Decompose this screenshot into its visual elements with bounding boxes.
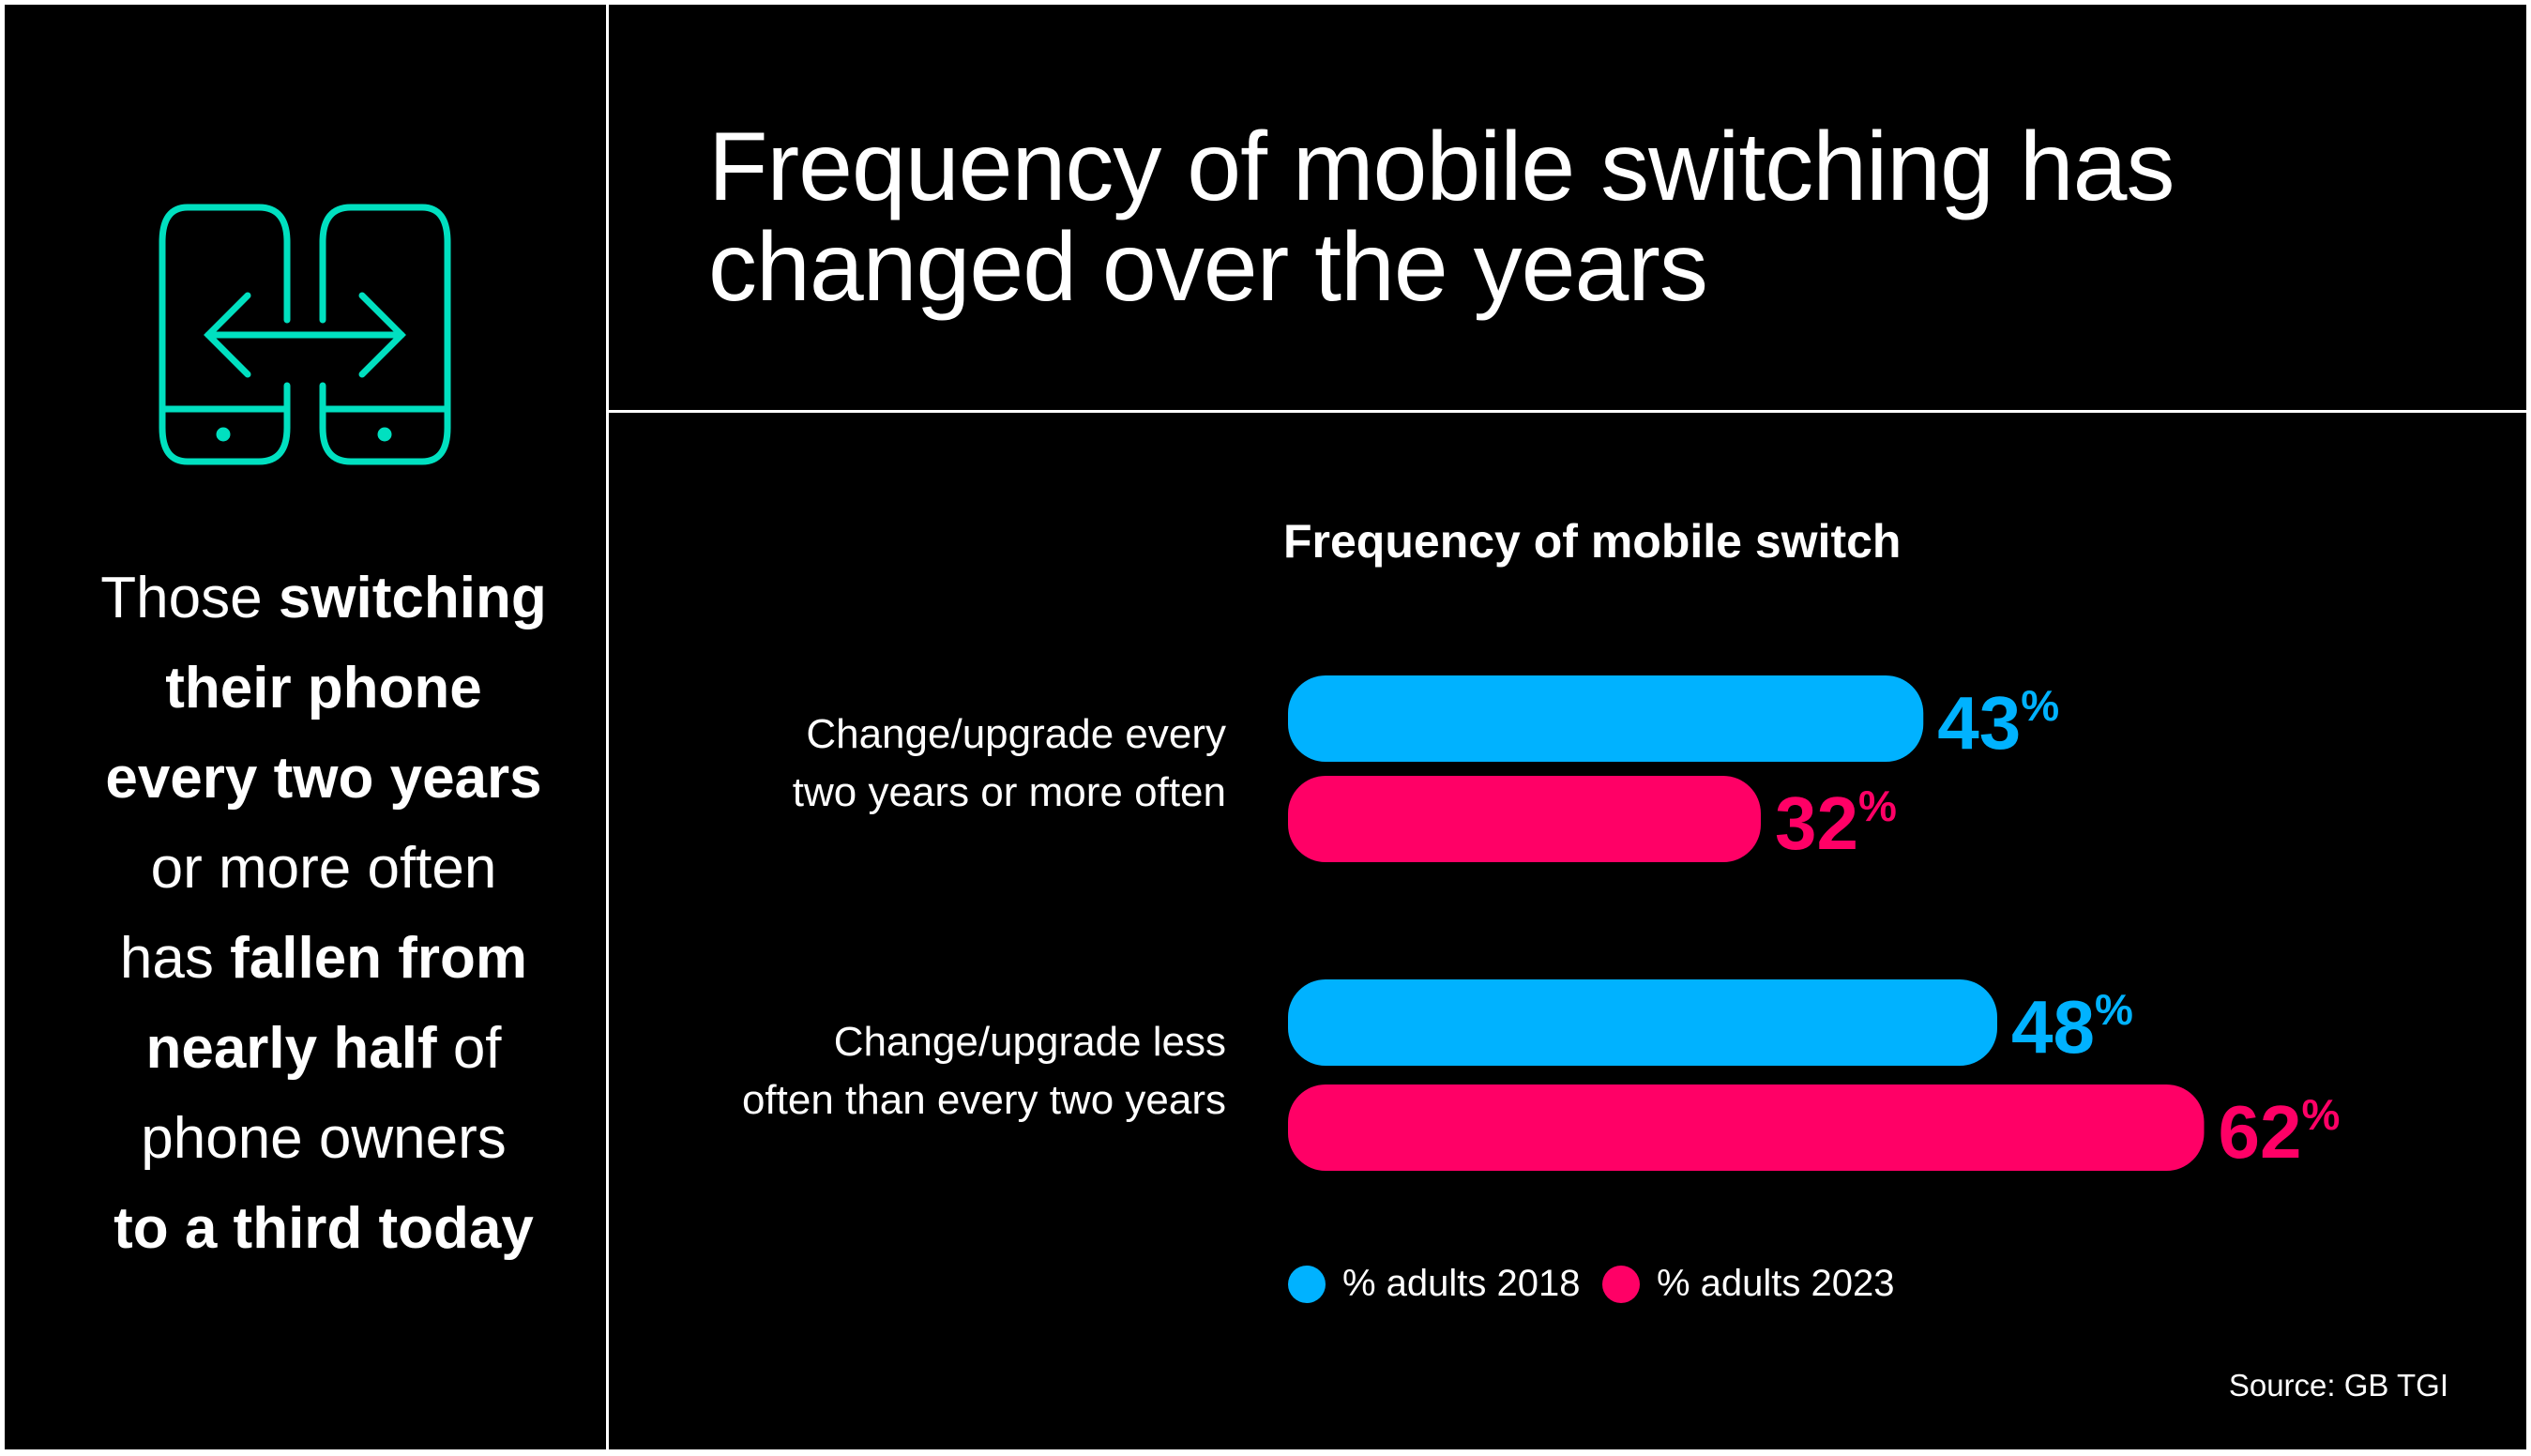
bar-2018-category-2: [1288, 979, 1997, 1066]
body-text: has: [119, 926, 231, 991]
legend-label-2018: % adults 2018: [1342, 1263, 1581, 1304]
emphasis-text: every two years: [105, 746, 542, 811]
data-label: 43%: [1937, 681, 2059, 765]
legend-dot-2018: [1288, 1265, 1326, 1303]
phone-switch-icon: [159, 204, 451, 465]
key-finding-line: their phone: [38, 644, 610, 734]
legend-dot-2023: [1602, 1265, 1640, 1303]
data-label: 62%: [2219, 1090, 2341, 1174]
key-finding-line: to a third today: [38, 1184, 610, 1274]
page-title: Frequency of mobile switching has change…: [708, 117, 2491, 318]
key-finding-line: has fallen from: [38, 914, 610, 1004]
emphasis-text: switching: [278, 566, 547, 630]
bar-2023-category-1: [1288, 776, 1761, 862]
key-finding-line: nearly half of: [38, 1004, 610, 1094]
divider-horizontal: [606, 410, 2526, 413]
data-label: 32%: [1775, 781, 1897, 865]
key-finding-line: Those switching: [38, 554, 610, 644]
emphasis-text: nearly half: [145, 1016, 437, 1081]
bar-2018-category-1: [1288, 675, 1924, 762]
title-line-2: changed over the years: [708, 213, 1708, 322]
category-label-2: Change/upgrade less often than every two…: [742, 1013, 1226, 1130]
emphasis-text: their phone: [165, 656, 482, 720]
legend-item-2018: % adults 2018: [1288, 1263, 1581, 1305]
divider-vertical: [606, 5, 609, 1449]
chart-title: Frequency of mobile switch: [1283, 515, 1902, 568]
body-text: of: [436, 1016, 502, 1081]
category-label-line: Change/upgrade less: [833, 1019, 1226, 1065]
emphasis-text: to a third today: [114, 1196, 534, 1261]
category-label-1: Change/upgrade every two years or more o…: [793, 705, 1226, 822]
category-label-line: often than every two years: [741, 1077, 1226, 1123]
category-label-line: two years or more often: [792, 769, 1226, 815]
body-text: or more often: [150, 836, 497, 901]
key-finding-line: or more often: [38, 824, 610, 914]
category-label-line: Change/upgrade every: [806, 711, 1226, 757]
legend-label-2023: % adults 2023: [1657, 1263, 1895, 1304]
title-line-1: Frequency of mobile switching has: [708, 113, 2175, 221]
emphasis-text: fallen from: [230, 926, 528, 991]
data-label: 48%: [2011, 985, 2133, 1069]
body-text: Those: [100, 566, 279, 630]
key-finding-line: every two years: [38, 734, 610, 824]
source-note: Source: GB TGI: [2228, 1368, 2448, 1403]
body-text: phone owners: [141, 1106, 507, 1171]
legend-item-2023: % adults 2023: [1602, 1263, 1895, 1305]
key-finding-text: Those switching their phone every two year…: [38, 554, 610, 1274]
bar-2023-category-2: [1288, 1084, 2205, 1171]
key-finding-line: phone owners: [38, 1094, 610, 1184]
infographic-frame: [5, 5, 2526, 1449]
